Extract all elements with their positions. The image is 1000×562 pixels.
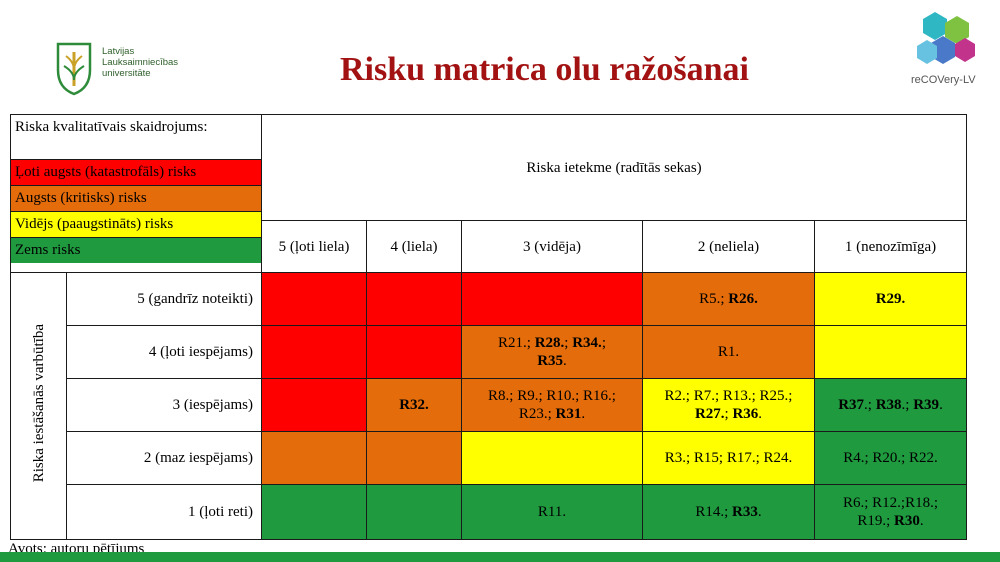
legend-item-very-high: Ļoti augsts (katastrofāls) risks <box>11 159 261 185</box>
matrix-cell <box>261 325 367 379</box>
matrix-cell: R6.; R12.;R18.; R19.; R30. <box>814 484 967 540</box>
logo-line-1: Latvijas <box>102 46 135 57</box>
risk-matrix-table: Riska kvalitatīvais skaidrojums: Ļoti au… <box>10 114 967 540</box>
matrix-cell <box>461 272 643 326</box>
page-title: Risku matrica olu ražošanai <box>340 51 749 88</box>
recovery-logo: reCOVery-LV <box>905 10 990 90</box>
matrix-cell <box>814 325 967 379</box>
matrix-cell: R5.; R26. <box>642 272 815 326</box>
matrix-cell: R29. <box>814 272 967 326</box>
impact-level-5: 5 (ļoti liela) <box>261 220 367 273</box>
matrix-cell: R1. <box>642 325 815 379</box>
probability-label-3: 3 (iespējams) <box>66 378 262 432</box>
matrix-cell: R37.; R38.; R39. <box>814 378 967 432</box>
matrix-cell <box>261 378 367 432</box>
legend-item-high: Augsts (kritisks) risks <box>11 185 261 211</box>
matrix-cell <box>461 431 643 485</box>
probability-label-2: 2 (maz iespējams) <box>66 431 262 485</box>
matrix-cell <box>261 484 367 540</box>
legend-header: Riska kvalitatīvais skaidrojums: <box>15 119 208 135</box>
matrix-cell <box>261 272 367 326</box>
matrix-cell <box>261 431 367 485</box>
matrix-cell: R3.; R15; R17.; R24. <box>642 431 815 485</box>
matrix-cell: R21.; R28.; R34.; R35. <box>461 325 643 379</box>
matrix-cell: R11. <box>461 484 643 540</box>
probability-label-1: 1 (ļoti reti) <box>66 484 262 540</box>
impact-level-3: 3 (vidēja) <box>461 220 643 273</box>
probability-header: Riska iestāšanās varbūtība <box>30 324 47 483</box>
bottom-bar <box>0 552 1000 562</box>
matrix-cell <box>366 325 462 379</box>
university-logo: Latvijas Lauksaimniecības universitāte <box>52 40 222 98</box>
matrix-cell: R2.; R7.; R13.; R25.; R27.; R36. <box>642 378 815 432</box>
matrix-cell: R4.; R20.; R22. <box>814 431 967 485</box>
hexagon-cluster-icon <box>917 12 975 64</box>
logo-line-3: universitāte <box>102 68 151 79</box>
matrix-cell <box>366 431 462 485</box>
matrix-cell <box>366 272 462 326</box>
matrix-cell <box>366 484 462 540</box>
logo-line-2: Lauksaimniecības <box>102 57 179 68</box>
matrix-cell: R8.; R9.; R10.; R16.; R23.; R31. <box>461 378 643 432</box>
probability-label-4: 4 (ļoti iespējams) <box>66 325 262 379</box>
legend-item-medium: Vidējs (paaugstināts) risks <box>11 211 261 237</box>
recovery-logo-text: reCOVery-LV <box>911 74 976 86</box>
impact-level-2: 2 (neliela) <box>642 220 815 273</box>
matrix-cell: R14.; R33. <box>642 484 815 540</box>
probability-header-cell: Riska iestāšanās varbūtība <box>10 272 67 540</box>
matrix-cell: R32. <box>366 378 462 432</box>
legend-item-low: Zems risks <box>11 237 261 263</box>
wheat-shield-icon <box>56 42 92 96</box>
impact-level-1: 1 (nenozīmīga) <box>814 220 967 273</box>
impact-header: Riska ietekme (radītās sekas) <box>261 114 967 221</box>
legend: Riska kvalitatīvais skaidrojums: Ļoti au… <box>10 114 262 273</box>
probability-label-5: 5 (gandrīz noteikti) <box>66 272 262 326</box>
impact-level-4: 4 (liela) <box>366 220 462 273</box>
